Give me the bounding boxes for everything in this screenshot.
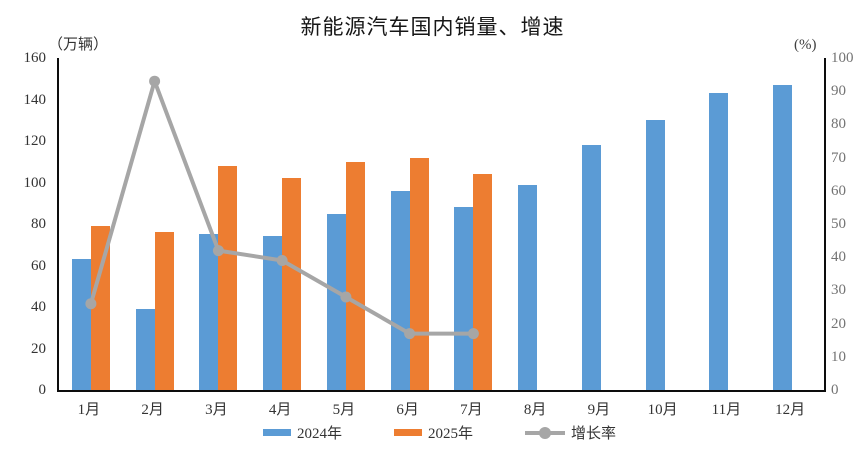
left-tick-120: 120 <box>23 133 47 149</box>
right-axis-unit-label: (%) <box>794 37 817 53</box>
left-tick-160: 160 <box>23 50 47 66</box>
x-label-m5: 5月 <box>332 402 356 418</box>
right-tick-50: 50 <box>831 216 846 232</box>
legend-line-swatch <box>525 426 565 439</box>
x-label-m10: 10月 <box>647 402 678 418</box>
right-tick-0: 0 <box>831 382 839 398</box>
x-label-m6: 6月 <box>396 402 419 418</box>
legend-swatch-2025年 <box>393 429 422 436</box>
legend-item-增长率: 增长率 <box>525 422 616 443</box>
bar-2025年-m6 <box>409 157 429 390</box>
legend-label-2025年: 2025年 <box>427 426 473 442</box>
bar-2024年-m3 <box>199 234 219 390</box>
bar-2024年-m7 <box>454 207 474 390</box>
growth-rate-marker-m2 <box>149 75 161 87</box>
left-tick-40: 40 <box>31 299 46 315</box>
bar-2024年-m8 <box>518 184 538 390</box>
legend-item-2025年: 2025年 <box>393 422 473 443</box>
bar-2024年-m9 <box>581 145 601 390</box>
right-tick-90: 90 <box>831 83 846 100</box>
left-axis-unit-label: （万辆） <box>48 37 109 53</box>
right-tick-10: 10 <box>831 348 846 365</box>
bar-2024年-m2 <box>135 309 155 390</box>
x-label-m1: 1月 <box>77 402 101 418</box>
x-label-m2: 2月 <box>141 402 164 418</box>
right-tick-30: 30 <box>831 282 846 299</box>
bar-2025年-m5 <box>345 161 365 390</box>
bar-2024年-m12 <box>773 85 793 390</box>
right-tick-20: 20 <box>831 315 846 332</box>
left-tick-20: 20 <box>31 340 46 357</box>
bar-2024年-m4 <box>263 236 283 390</box>
x-label-m9: 9月 <box>587 402 611 418</box>
left-tick-140: 140 <box>23 91 47 108</box>
right-tick-40: 40 <box>831 249 846 266</box>
bar-2024年-m5 <box>326 213 346 390</box>
bar-2025年-m1 <box>90 226 110 390</box>
right-tick-80: 80 <box>831 116 846 133</box>
x-label-m8: 8月 <box>523 402 547 418</box>
right-tick-60: 60 <box>831 182 846 199</box>
bar-2025年-m4 <box>282 178 302 390</box>
left-tick-100: 100 <box>23 174 47 191</box>
bar-2025年-m2 <box>154 232 174 390</box>
x-label-m7: 7月 <box>460 402 483 418</box>
legend-label-2024年: 2024年 <box>296 426 342 442</box>
legend-line-marker <box>539 426 551 439</box>
x-label-m11: 11月 <box>711 402 742 418</box>
bar-2024年-m11 <box>709 93 729 390</box>
legend: 2024年 2025年 增长率 <box>57 422 822 443</box>
plot-area <box>57 58 826 392</box>
left-tick-0: 0 <box>38 382 47 398</box>
bar-2024年-m1 <box>71 259 91 390</box>
x-label-m3: 3月 <box>205 402 228 418</box>
bar-2024年-m10 <box>645 120 665 391</box>
bar-2025年-m7 <box>473 174 493 390</box>
legend-item-2024年: 2024年 <box>262 422 342 443</box>
bar-2025年-m3 <box>218 165 238 390</box>
chart-title: 新能源汽车国内销量、增速 <box>300 15 565 39</box>
x-label-m4: 4月 <box>268 402 292 418</box>
left-tick-80: 80 <box>31 216 46 232</box>
right-tick-100: 100 <box>831 50 854 66</box>
left-tick-60: 60 <box>31 257 46 274</box>
legend-label-增长率: 增长率 <box>571 426 617 442</box>
legend-swatch-2024年 <box>262 429 291 436</box>
bar-2024年-m6 <box>390 190 410 390</box>
x-label-m12: 12月 <box>775 402 806 418</box>
right-tick-70: 70 <box>831 149 846 166</box>
